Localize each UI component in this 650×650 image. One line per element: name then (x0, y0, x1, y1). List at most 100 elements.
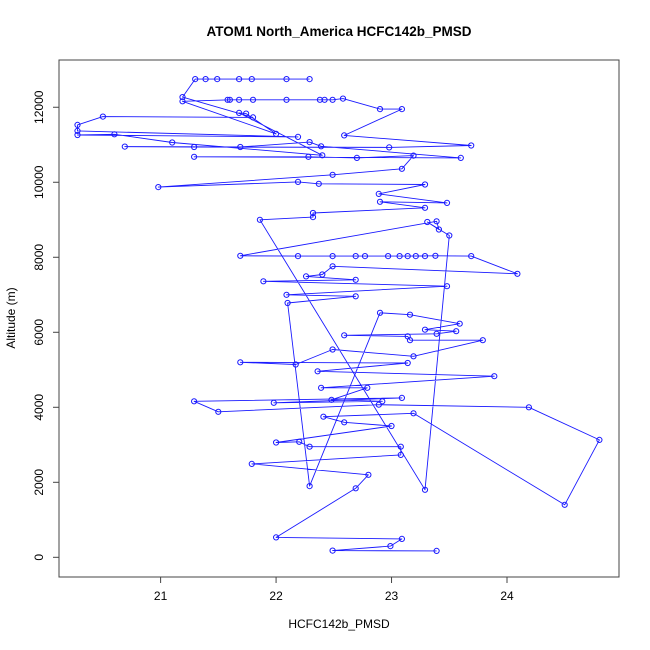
y-tick-label: 6000 (32, 319, 46, 346)
data-point-marker (410, 410, 417, 417)
data-point-marker (215, 408, 222, 415)
data-point-marker (396, 253, 403, 260)
data-point-marker (375, 190, 382, 197)
data-point-marker (283, 76, 290, 83)
data-point-marker (273, 130, 280, 137)
data-point-marker (561, 501, 568, 508)
data-point-marker (596, 436, 603, 443)
data-point-marker (328, 396, 335, 403)
data-point-marker (191, 153, 198, 160)
x-tick-label: 24 (500, 589, 514, 603)
data-point-marker (226, 96, 233, 103)
data-point-marker (273, 534, 280, 541)
data-point-marker (192, 76, 199, 83)
x-tick-label: 21 (154, 589, 168, 603)
data-point-marker (341, 419, 348, 426)
data-point-marker (248, 460, 255, 467)
y-tick-label: 2000 (32, 469, 46, 496)
data-point-marker (398, 535, 405, 543)
data-point-marker (352, 293, 359, 300)
data-point-marker (404, 253, 411, 260)
data-point-marker (468, 253, 475, 260)
data-point-marker (284, 299, 291, 307)
data-point-marker (237, 359, 244, 366)
data-point-marker (305, 153, 312, 160)
data-point-marker (491, 373, 498, 380)
data-point-marker (315, 180, 322, 187)
data-point-marker (237, 252, 244, 259)
data-point-marker (412, 253, 419, 260)
data-point-marker (256, 216, 263, 223)
data-point-marker (410, 353, 417, 360)
x-axis-label: HCFC142b_PMSD (288, 617, 390, 631)
data-point-marker (99, 113, 107, 120)
data-point-marker (224, 96, 231, 103)
data-point-marker (398, 106, 405, 113)
data-point-marker (352, 253, 359, 260)
data-point-marker (309, 214, 317, 221)
data-point-marker (421, 326, 429, 333)
data-point-marker (385, 253, 392, 260)
data-point-marker (353, 154, 360, 161)
data-point-marker (309, 209, 317, 217)
y-tick-label: 4000 (32, 394, 46, 421)
plot-box (58, 59, 620, 578)
data-point-marker (329, 346, 336, 353)
data-point-marker (155, 184, 162, 191)
data-point-marker (292, 361, 299, 368)
data-point-marker (179, 94, 186, 101)
data-point-marker (388, 422, 395, 430)
x-tick-label: 22 (269, 589, 283, 603)
data-point-marker (236, 76, 243, 83)
data-point-marker (443, 283, 451, 290)
data-point-marker (294, 133, 302, 140)
data-point-marker (303, 273, 310, 280)
data-point-marker (339, 95, 347, 102)
y-axis-label: Altitude (m) (4, 287, 18, 348)
data-point-marker (406, 337, 414, 344)
data-point-marker (376, 309, 384, 316)
data-point-marker (329, 96, 336, 103)
data-point-marker (273, 439, 280, 446)
data-point-marker (74, 121, 81, 129)
data-point-marker (514, 270, 521, 277)
y-axis: 0 2000 4000 6000 8000 10000 12000 (32, 90, 59, 561)
data-point-marker (421, 253, 429, 260)
data-point-marker (443, 199, 451, 206)
data-point-marker (74, 131, 81, 139)
y-tick-label: 12000 (32, 90, 46, 124)
data-point-marker (446, 232, 453, 239)
data-point-marker (397, 443, 404, 450)
data-point-marker (294, 253, 302, 260)
data-point-marker (319, 271, 326, 278)
data-point-marker (283, 96, 290, 103)
data-point-marker (111, 131, 118, 138)
data-point-marker (306, 139, 313, 146)
data-point-marker (433, 330, 440, 337)
profile-line (77, 78, 600, 552)
data-point-marker (375, 401, 382, 408)
data-series-layer (74, 76, 603, 555)
data-point-marker (306, 76, 313, 83)
data-point-marker (387, 543, 394, 550)
data-point-marker (214, 76, 221, 83)
data-point-marker (386, 144, 393, 151)
data-point-marker (433, 218, 440, 225)
data-point-marker (406, 311, 414, 318)
data-point-marker (341, 132, 348, 139)
data-point-marker (421, 486, 429, 493)
data-point-marker (352, 485, 359, 492)
data-point-marker (121, 143, 128, 150)
data-point-marker (321, 96, 328, 103)
x-tick-label: 23 (385, 589, 399, 603)
data-point-marker (236, 109, 243, 117)
data-point-marker (314, 368, 321, 375)
data-point-marker (169, 139, 176, 146)
data-point-marker (364, 384, 371, 391)
data-point-marker (479, 337, 486, 344)
data-point-marker (260, 278, 267, 285)
data-point-marker (352, 276, 359, 283)
data-point-marker (398, 394, 405, 401)
data-point-marker (306, 443, 313, 450)
